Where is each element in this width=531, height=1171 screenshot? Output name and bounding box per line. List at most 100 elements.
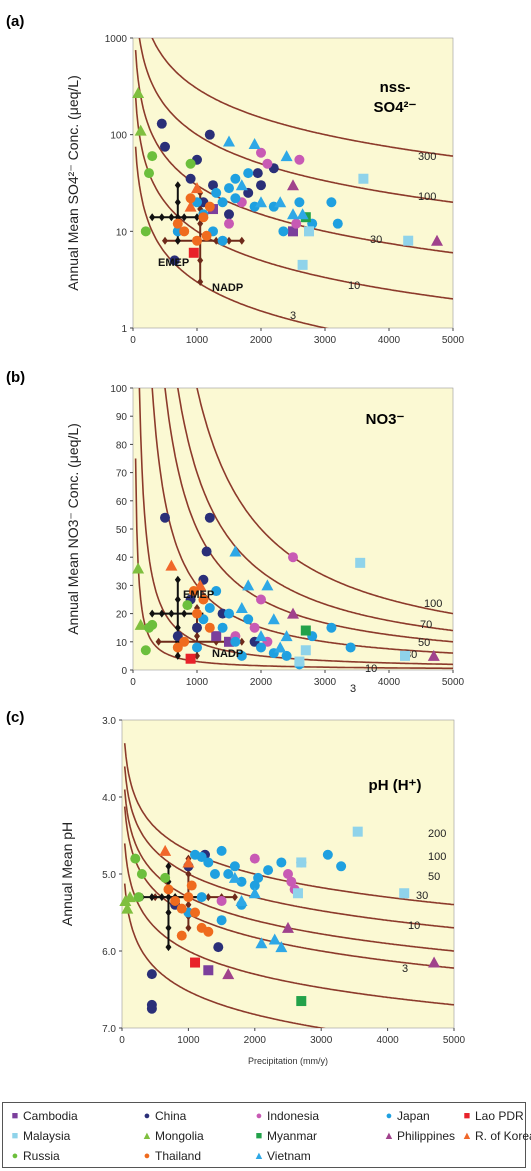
nadp-cross-point — [213, 236, 220, 245]
point-malaysia — [400, 650, 410, 661]
point-russia — [185, 158, 196, 169]
point-russia — [160, 872, 171, 883]
chart-title: pH (H⁺) — [369, 777, 422, 794]
point-vietnam — [274, 196, 287, 208]
point-malaysia — [352, 826, 363, 837]
point-vietnam — [235, 601, 248, 613]
point-vietnam — [228, 871, 241, 883]
point-philippines — [222, 968, 235, 980]
point-malaysia — [304, 226, 314, 237]
point-japan — [209, 869, 220, 879]
legend-marker-triangle: ▲ — [253, 1150, 265, 1162]
point-japan — [230, 173, 241, 184]
point-japan — [204, 602, 215, 613]
curve-label-3: 3 — [290, 310, 296, 322]
nadp-cross-point — [226, 236, 232, 245]
emep-cross-point — [158, 609, 165, 618]
point-indonesia — [286, 876, 297, 887]
deposition-curve-3 — [123, 883, 326, 1028]
deposition-curve-3 — [134, 146, 329, 328]
point-vietnam — [242, 579, 255, 591]
legend-label: Mongolia — [155, 1129, 204, 1143]
point-thailand — [203, 926, 214, 937]
point-japan — [263, 865, 274, 876]
point-japan — [236, 650, 247, 661]
legend-label: Malaysia — [23, 1129, 71, 1143]
point-japan — [230, 193, 241, 204]
point-thailand — [204, 201, 215, 212]
point-thailand — [172, 642, 183, 653]
point-mongolia — [132, 562, 145, 574]
point-japan — [211, 586, 222, 597]
legend-marker-triangle: ▲ — [461, 1130, 473, 1142]
nadp-cross-point — [238, 236, 245, 245]
point-thailand — [176, 903, 187, 914]
legend-item-malaysia: ■ Malaysia — [9, 1129, 71, 1143]
legend-marker-square: ■ — [255, 1130, 263, 1142]
chart-title-line1: nss- — [380, 79, 411, 96]
point-indonesia — [256, 594, 266, 605]
point-vietnam — [261, 579, 274, 591]
point-vietnam — [275, 941, 288, 953]
emep-cross-point — [165, 862, 172, 871]
legend-marker-square: ■ — [11, 1130, 19, 1142]
emep-cross-point — [181, 609, 188, 618]
curve-label-10: 10 — [348, 280, 360, 292]
point-philippines — [287, 607, 299, 619]
point-china — [172, 631, 183, 642]
point-japan — [236, 876, 247, 887]
legend-label: Thailand — [155, 1149, 202, 1163]
deposition-curve-10 — [134, 96, 453, 300]
point-china — [213, 942, 224, 953]
point-vietnam — [229, 545, 242, 557]
y-tick-label: 50 — [116, 525, 128, 536]
curve-label-10: 10 — [408, 920, 420, 932]
nadp-cross-point — [231, 893, 238, 902]
curve-label-3: 3 — [402, 963, 408, 975]
point-thailand — [204, 622, 215, 633]
point-malaysia — [297, 259, 308, 270]
y-axis-label: Annual Mean SO4²⁻ Conc. (μeq/L) — [65, 75, 81, 290]
point-vietnam — [268, 933, 281, 945]
x-axis-label: Precipitation (mm/y) — [248, 1056, 328, 1066]
x-tick-label: 5000 — [442, 335, 465, 346]
point-japan — [345, 642, 356, 653]
y-tick-label: 4.0 — [102, 793, 116, 804]
point-indonesia — [249, 622, 260, 633]
legend-item-china: ● China — [141, 1109, 187, 1123]
point-japan — [217, 622, 228, 633]
point-china — [169, 255, 180, 266]
legend-item-cambodia: ■ Cambodia — [9, 1109, 78, 1123]
point-japan — [249, 880, 260, 891]
y-tick-label: 30 — [116, 581, 128, 592]
point-thailand — [190, 907, 201, 918]
curve-label-10: 10 — [365, 663, 377, 675]
point-china — [192, 622, 202, 633]
emep-cross-point — [149, 213, 156, 222]
point-japan — [198, 614, 209, 625]
point-japan — [211, 187, 222, 198]
point-malaysia — [358, 173, 369, 184]
x-tick-label: 4000 — [376, 1035, 399, 1046]
deposition-curve-300 — [151, 38, 453, 157]
curve-label-100: 100 — [418, 191, 436, 203]
point-russia — [136, 869, 147, 879]
legend-label: Indonesia — [267, 1109, 320, 1123]
legend-marker-circle: ● — [143, 1150, 151, 1162]
point-china — [224, 209, 234, 220]
point-japan — [326, 197, 337, 208]
point-china — [160, 512, 170, 523]
emep-cross-point — [158, 893, 165, 902]
emep-label: EMEP — [183, 589, 214, 601]
point-vietnam — [235, 179, 248, 191]
point-lao-pdr — [185, 653, 196, 664]
point-china — [204, 512, 215, 523]
legend-label: Lao PDR — [475, 1109, 524, 1123]
deposition-curve-100 — [138, 38, 453, 203]
point-japan — [229, 861, 240, 872]
legend-label: China — [155, 1109, 187, 1123]
deposition-curve-10 — [138, 388, 453, 666]
point-japan — [224, 183, 234, 194]
point-vietnam — [255, 630, 267, 642]
